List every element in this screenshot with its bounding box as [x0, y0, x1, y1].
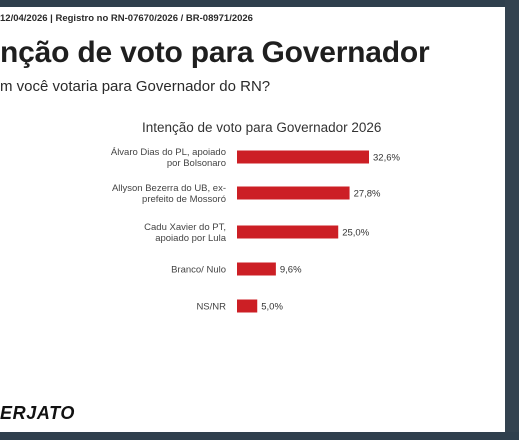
registration-line: 12/04/2026 | Registro no RN-07670/2026 /… — [0, 13, 253, 24]
right-frame-strip — [505, 0, 519, 440]
bar-4 — [237, 299, 258, 313]
category-label-1: Allyson Bezerra do UB, ex-prefeito de Mo… — [112, 183, 226, 205]
chart-title: Intenção de voto para Governador 2026 — [142, 120, 382, 135]
value-label-0: 32,6% — [373, 153, 400, 164]
infographic-card — [0, 7, 505, 432]
category-label-3: Branco/ Nulo — [171, 265, 226, 276]
value-label-3: 9,6% — [280, 265, 302, 276]
page-title: nção de voto para Governador — [0, 36, 430, 69]
bar-0 — [237, 150, 369, 164]
category-label-0: Álvaro Dias do PL, apoiado por Bolsonaro — [111, 147, 226, 169]
value-label-2: 25,0% — [342, 228, 369, 239]
category-label-4: NS/NR — [196, 302, 226, 313]
value-label-4: 5,0% — [261, 302, 283, 313]
survey-question: m você votaria para Governador do RN? — [0, 78, 271, 95]
bar-3 — [237, 262, 276, 276]
brand-logo-text: ERJATO — [0, 403, 75, 423]
bottom-frame-strip — [0, 432, 519, 440]
bar-1 — [237, 186, 350, 200]
category-label-2: Cadu Xavier do PT, apoiado por Lula — [144, 222, 227, 244]
bar-chart: Álvaro Dias do PL, apoiado por Bolsonaro 3… — [111, 147, 400, 313]
bar-2 — [237, 225, 339, 239]
value-label-1: 27,8% — [354, 189, 381, 200]
top-frame-strip — [0, 0, 519, 7]
